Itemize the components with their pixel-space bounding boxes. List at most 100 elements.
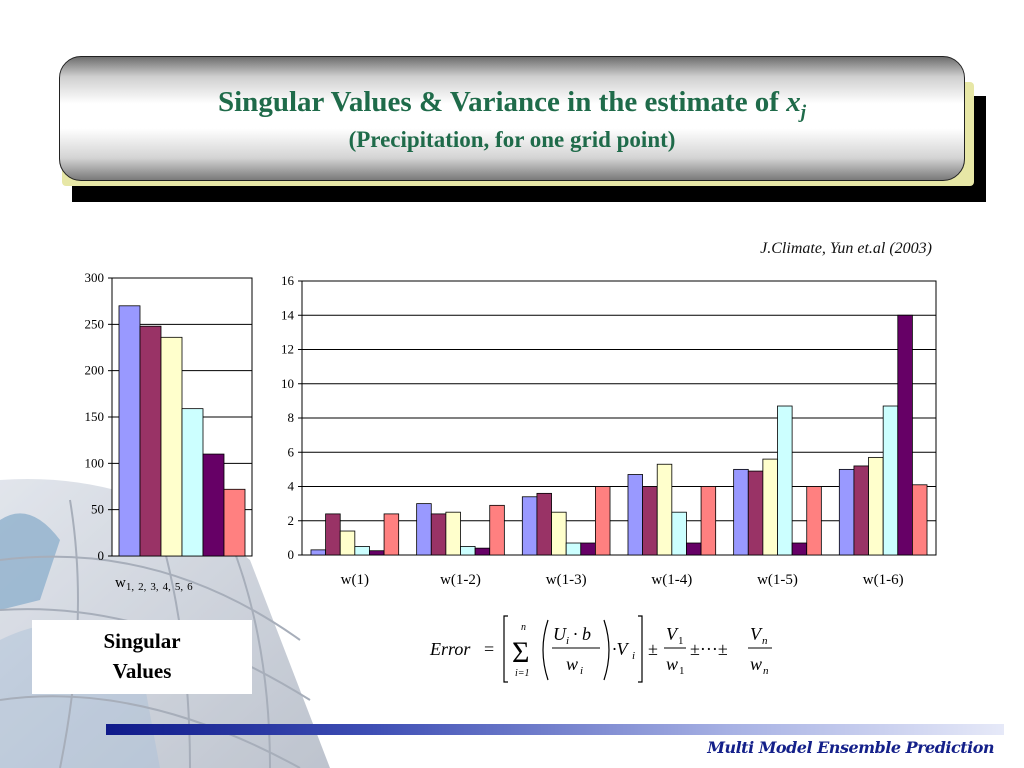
x-tick-label-main: w [115,575,126,591]
bar [642,486,658,556]
bar [565,542,582,556]
sum-lower: i=1 [515,668,530,679]
y-tick-label: 200 [85,363,105,378]
title-variable: x [786,86,801,118]
y-tick-label: 10 [281,376,294,391]
bar [339,530,356,556]
sum-upper: n [521,622,526,633]
formula-dotV: ·V [612,639,630,659]
frac1-V-sub: 1 [678,635,684,647]
x-tick-label: w(1-5) [757,572,798,588]
y-tick-label: 12 [281,342,294,357]
formula-dotV-sub: i [632,650,635,662]
bar [445,511,461,556]
title-subscript: j [800,101,806,123]
bar [733,468,749,556]
bar [627,474,643,556]
y-tick-label: 150 [85,409,105,424]
y-tick-label: 2 [288,513,295,528]
x-tick-label-subscript: 6 [187,581,193,593]
bar [354,546,370,556]
error-formula: Error = n Σ i=1 U i · b w i ·V i ± V 1 w… [429,615,772,683]
caption-line-1: Singular [103,629,181,653]
bar [777,405,793,556]
bar [747,470,764,556]
frac-num-U: U [553,624,567,644]
bar [882,405,899,556]
footer-text: Multi Model Ensemble Prediction [707,738,994,757]
y-tick-label: 50 [91,502,104,517]
y-tick-label: 6 [288,444,295,459]
y-tick-label: 250 [85,316,105,331]
fracn-w: w [750,654,762,674]
bar [383,513,400,556]
x-tick-label-subscript: 1, [126,581,135,593]
bar [791,542,808,556]
bar [325,513,341,556]
bar [853,465,869,556]
frac-num-sub: i [566,635,569,647]
fracn-V: V [750,624,763,644]
bar [595,486,611,556]
y-tick-label: 0 [288,547,295,562]
x-tick-label: w(1-4) [651,572,692,588]
bar [580,542,596,556]
y-tick-label: 8 [288,410,295,425]
bar [521,496,538,556]
x-tick-label: w(1) [341,572,369,588]
frac1-w: w [666,654,678,674]
title-text: Singular Values & Variance in the estima… [218,86,787,118]
bar [489,504,505,556]
formula-equals: = [484,639,494,659]
bar [536,492,552,556]
bar [369,550,385,556]
y-tick-label: 0 [98,548,105,563]
formula-pm1: ± [648,639,658,659]
frac1-w-sub: 1 [679,665,685,677]
frac-den-w: w [566,654,578,674]
sigma-symbol: Σ [512,636,529,669]
slide-title: Singular Values & Variance in the estima… [59,86,965,124]
bar [838,468,855,556]
x-tick-label: w(1-2) [440,572,481,588]
bar [671,511,687,556]
bar [656,463,673,556]
x-tick-label: w1, 2, 3, 4, 5, 6 [115,575,193,593]
x-tick-label-subscript: 5, [175,581,184,593]
x-tick-label-subscript: 4, [163,581,172,593]
singular-values-caption: Singular Values [32,620,252,694]
bar [762,458,778,556]
frac1-V: V [666,624,679,644]
slide-subtitle: (Precipitation, for one grid point) [348,127,676,152]
bar [416,503,432,556]
bar [223,488,246,557]
x-tick-label: w(1-3) [546,572,587,588]
bar [806,486,822,556]
footer-bar [106,724,1004,735]
y-tick-label: 14 [281,307,295,322]
title-box [59,56,965,181]
x-tick-label: w(1-6) [863,572,904,588]
bar [912,484,928,556]
formula-lhs: Error [429,639,471,659]
y-tick-label: 4 [288,479,295,494]
bar [700,486,717,556]
frac-num-b: · b [573,624,591,644]
bar [551,511,567,556]
x-tick-label-subscript: 2, [138,581,147,593]
caption-line-2: Values [112,659,172,683]
x-tick-label-subscript: 3, [150,581,159,593]
bar [460,546,476,556]
bar [430,513,447,556]
bar [897,314,913,556]
y-tick-label: 300 [85,270,105,285]
fracn-w-sub: n [763,665,769,677]
bar [474,547,491,556]
y-tick-label: 16 [281,273,295,288]
y-tick-label: 100 [85,455,105,470]
bar [686,542,702,556]
fracn-V-sub: n [762,635,768,647]
formula-dots: ±···± [690,639,728,659]
